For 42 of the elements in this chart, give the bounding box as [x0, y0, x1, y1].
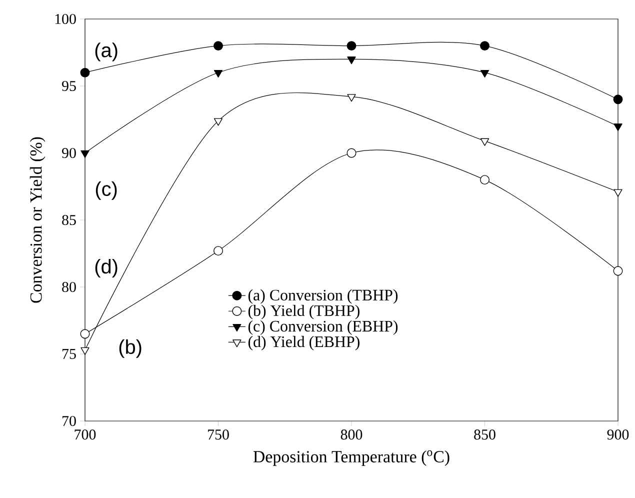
y-tick-label: 100 [55, 14, 76, 24]
point [614, 189, 622, 197]
point [480, 41, 490, 51]
annotation: (c) [96, 181, 117, 200]
legend-label: (c) Conversion (EBHP) [248, 320, 398, 335]
point [346, 148, 356, 158]
x-tick-label: 900 [607, 430, 629, 440]
point [214, 246, 223, 256]
point [613, 266, 623, 276]
y-tick-label: 85 [62, 214, 76, 226]
point [347, 56, 356, 64]
point [80, 329, 90, 339]
y-axis-title: Conversion or Yield (%) [30, 137, 46, 303]
x-tick-label: 700 [74, 430, 96, 440]
y-tick-label: 95 [62, 80, 76, 92]
point [214, 70, 223, 78]
point [480, 175, 490, 185]
point [480, 138, 490, 146]
annotation: (b) [119, 339, 142, 358]
x-axis-title: Deposition Temperature ($^{o}$C) [253, 450, 450, 466]
legend-label: (b) Yield (TBHP) [248, 304, 360, 320]
legend-label: (a) Conversion (TBHP) [248, 289, 398, 304]
y-tick-label: 70 [62, 416, 76, 426]
point [480, 70, 490, 78]
point [80, 68, 90, 78]
y-tick-label: 90 [62, 148, 76, 158]
point [346, 41, 356, 51]
y-tick-label: 80 [62, 282, 76, 292]
y-tick-label: 75 [62, 349, 76, 359]
x-tick-label: 750 [208, 430, 229, 440]
annotation: (d) [95, 258, 118, 278]
point [80, 150, 90, 158]
point [613, 94, 623, 104]
x-tick-label: 800 [340, 430, 362, 440]
point [214, 118, 223, 126]
legend-label: (d) Yield (EBHP) [248, 336, 360, 350]
point [80, 347, 90, 355]
annotation: (a) [95, 42, 118, 62]
x-tick-label: 850 [474, 430, 496, 440]
point [347, 94, 356, 102]
point [214, 41, 223, 51]
point [614, 124, 622, 132]
